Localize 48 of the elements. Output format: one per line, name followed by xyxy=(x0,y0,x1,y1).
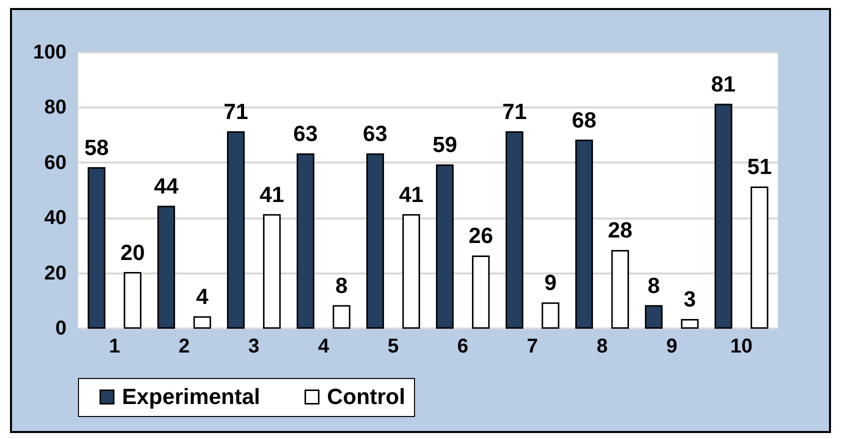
data-label: 4 xyxy=(196,284,210,309)
data-label: 71 xyxy=(224,99,248,124)
y-tick-label: 60 xyxy=(44,152,66,174)
data-label: 51 xyxy=(747,154,772,180)
bar xyxy=(227,131,245,329)
legend-label: Control xyxy=(327,384,406,409)
bar xyxy=(88,167,106,329)
y-tick-label: 100 xyxy=(33,42,66,64)
data-label: 58 xyxy=(84,134,109,160)
data-label: 26 xyxy=(468,223,494,248)
x-tick-label: 10 xyxy=(730,336,753,358)
x-tick-label: 5 xyxy=(388,336,399,358)
data-label: 3 xyxy=(684,286,696,312)
y-tick-label: 40 xyxy=(44,207,66,230)
data-label: 71 xyxy=(502,99,527,124)
data-label: 8 xyxy=(335,272,348,298)
data-label: 59 xyxy=(432,132,458,158)
data-label: 68 xyxy=(572,107,596,132)
data-label: 44 xyxy=(154,174,180,199)
data-label: 63 xyxy=(362,121,388,146)
x-tick-label: 6 xyxy=(457,336,468,358)
data-label: 28 xyxy=(608,218,632,243)
bar xyxy=(436,164,454,329)
y-tick-label: 0 xyxy=(55,318,66,340)
bar xyxy=(644,305,663,329)
x-tick-label: 3 xyxy=(248,336,260,358)
bar xyxy=(506,131,524,329)
data-label: 20 xyxy=(120,240,145,265)
x-tick-label: 4 xyxy=(318,336,330,358)
x-tick-label: 8 xyxy=(596,336,608,358)
data-label: 41 xyxy=(260,182,284,207)
x-tick-label: 1 xyxy=(109,336,120,358)
bar xyxy=(296,153,314,329)
y-tick-label: 20 xyxy=(44,262,66,284)
bar xyxy=(575,140,593,329)
bar xyxy=(714,104,732,329)
bar xyxy=(366,153,384,329)
x-tick-label: 2 xyxy=(178,336,190,358)
x-tick-label: 7 xyxy=(526,336,538,358)
data-label: 63 xyxy=(293,121,318,146)
data-label: 8 xyxy=(648,272,660,298)
data-label: 81 xyxy=(711,71,736,96)
bar xyxy=(157,206,176,329)
legend-label: Experimental xyxy=(122,384,260,409)
y-tick-label: 80 xyxy=(44,96,66,119)
data-label: 9 xyxy=(544,270,557,296)
data-label: 41 xyxy=(398,182,424,207)
x-tick-label: 9 xyxy=(666,336,678,358)
